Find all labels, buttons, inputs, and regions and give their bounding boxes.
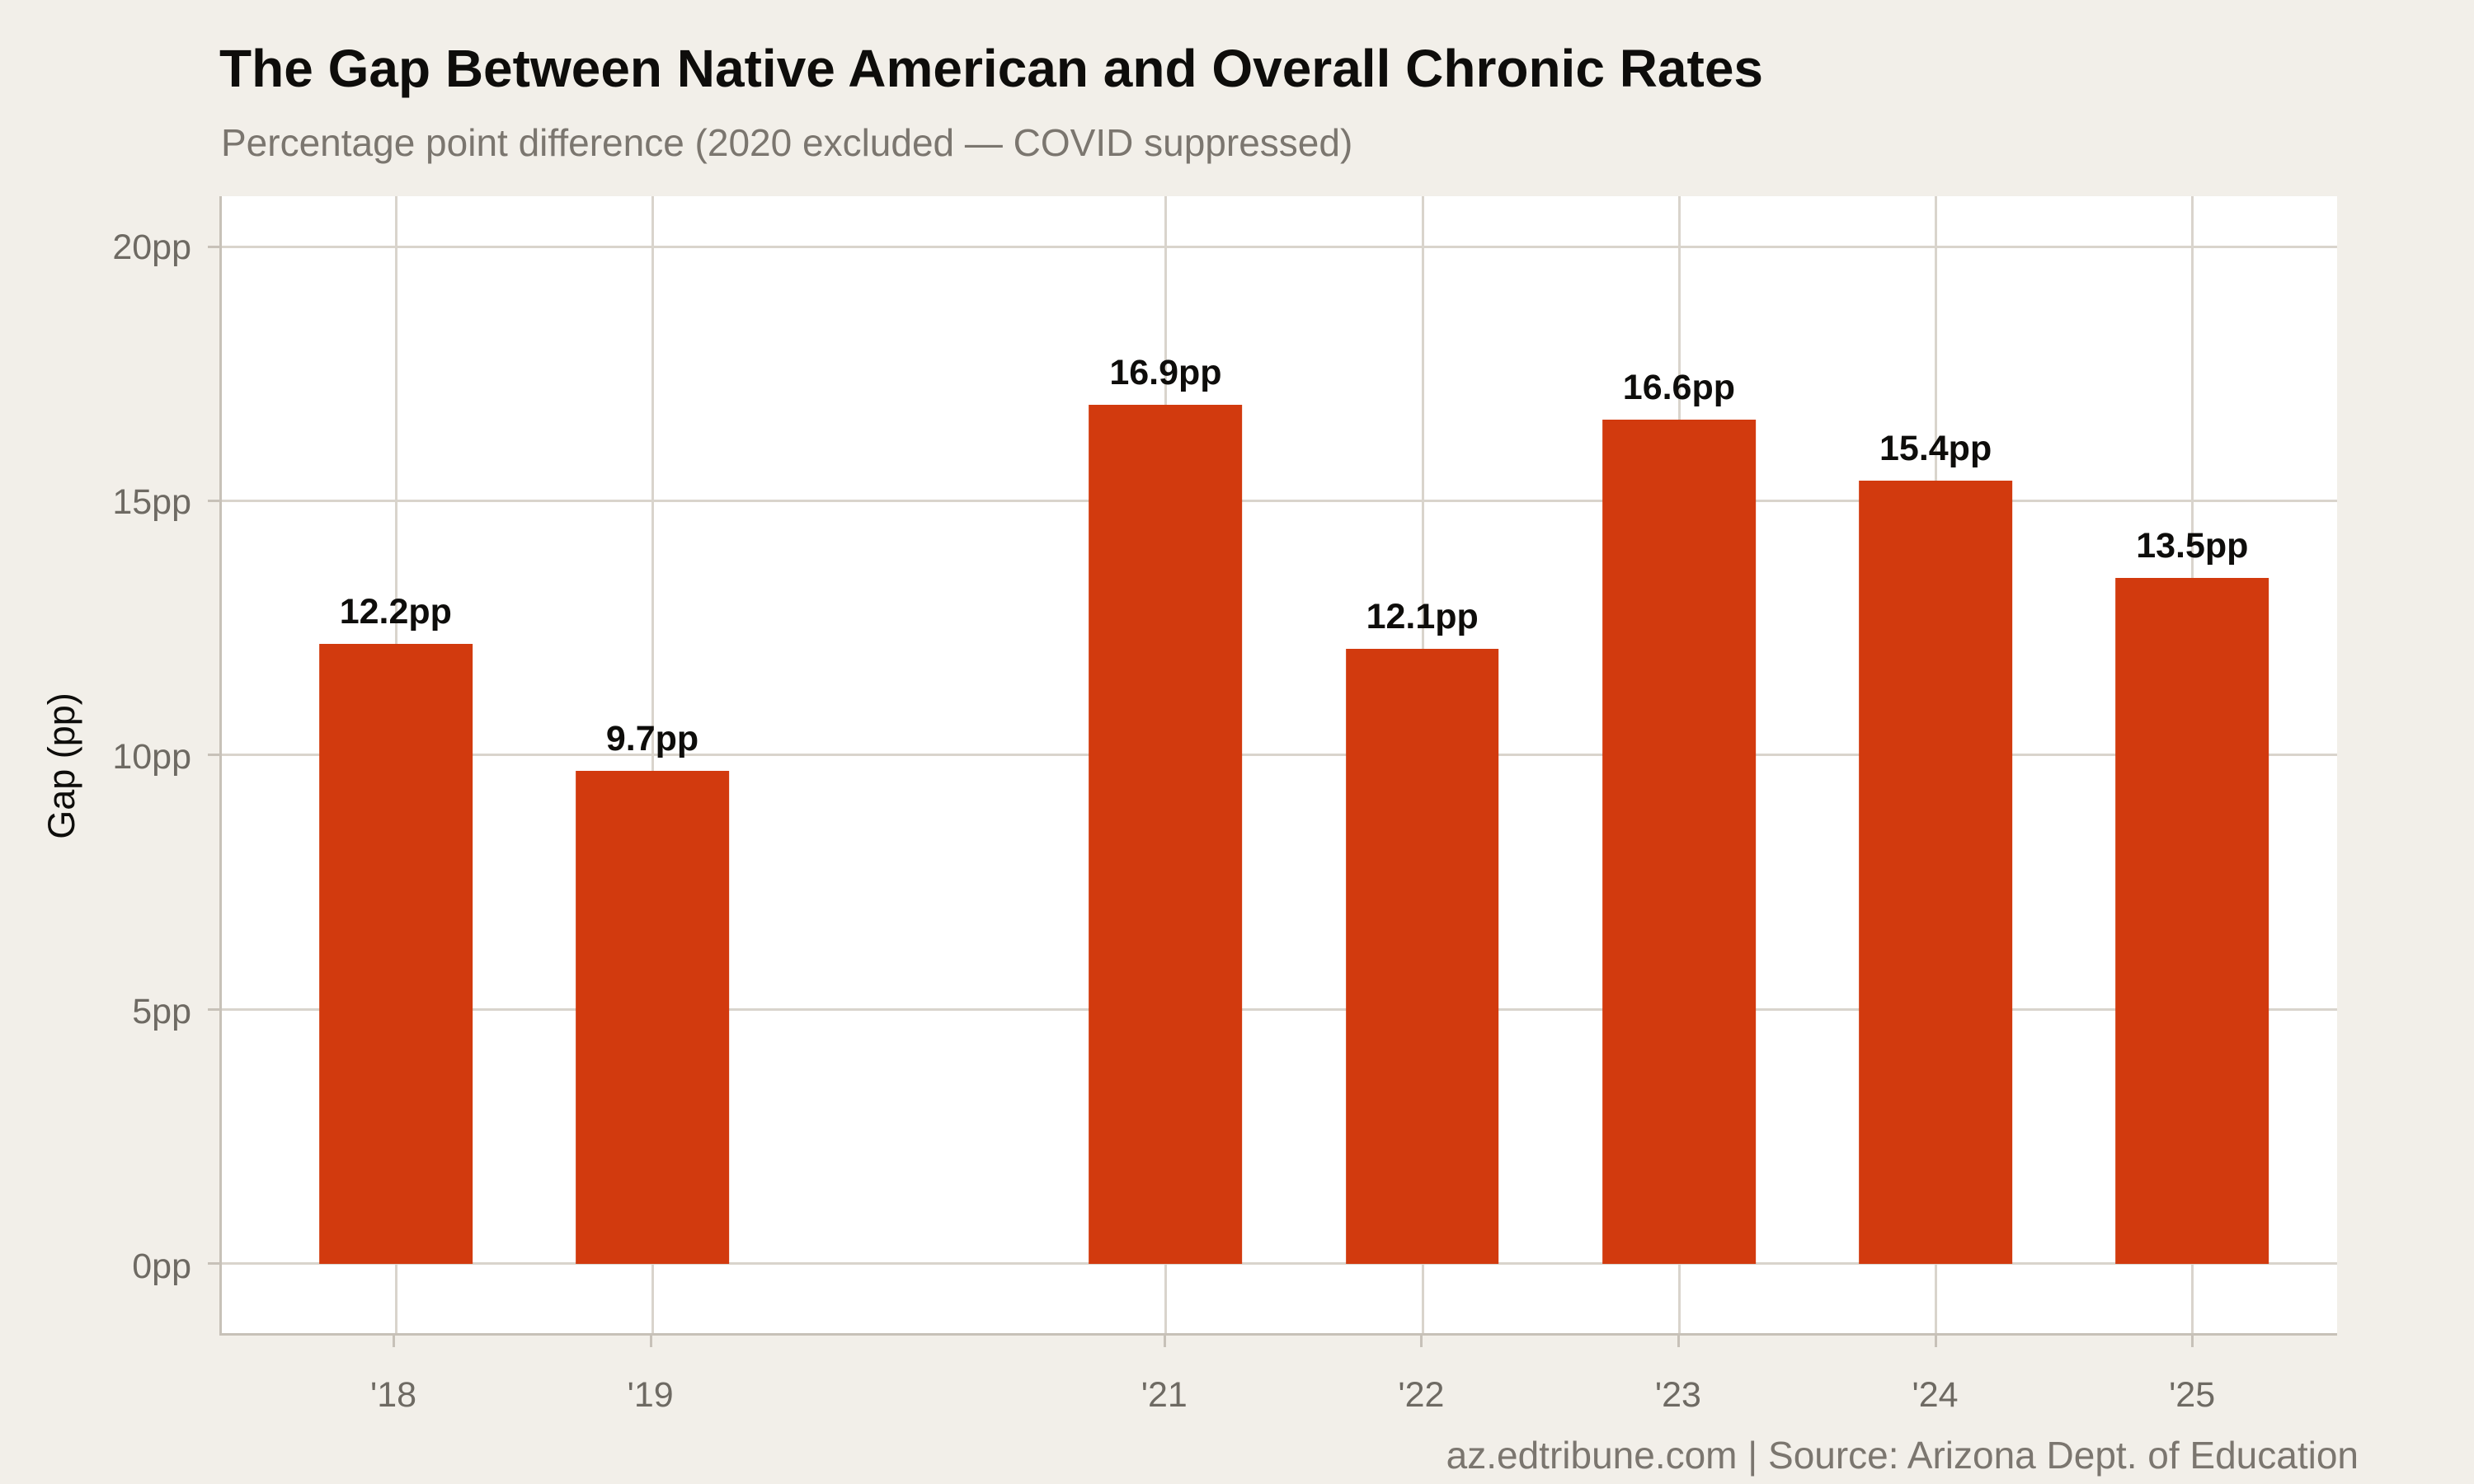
x-tick-label: '25: [2169, 1375, 2216, 1415]
gridline-horizontal: [222, 1262, 2337, 1266]
x-tick-label: '23: [1654, 1375, 1701, 1415]
bar-value-label: 12.1pp: [1366, 596, 1479, 636]
y-tick-label: 20pp: [112, 227, 191, 267]
bar-value-label: 13.5pp: [2136, 525, 2249, 566]
bar: [1859, 481, 2012, 1265]
chart-title: The Gap Between Native American and Over…: [219, 39, 1763, 98]
bar-value-label: 16.9pp: [1109, 352, 1222, 392]
bar: [1345, 648, 1499, 1265]
x-axis-tick: [1934, 1336, 1937, 1347]
bar: [318, 643, 473, 1265]
x-axis-tick: [1420, 1336, 1423, 1347]
x-tick-label: '18: [370, 1375, 417, 1415]
x-axis-tick: [649, 1336, 652, 1347]
x-axis-tick: [393, 1336, 396, 1347]
x-axis-tick: [1163, 1336, 1166, 1347]
x-tick-label: '24: [1912, 1375, 1959, 1415]
y-axis-tick-labels: 0pp 5pp 10pp 15pp 20pp: [0, 196, 191, 1336]
source-credit: az.edtribune.com | Source: Arizona Dept.…: [1446, 1434, 2359, 1477]
y-tick-label: 5pp: [132, 991, 191, 1031]
gridline-horizontal: [222, 500, 2337, 503]
y-tick-label: 15pp: [112, 481, 191, 522]
y-axis-tick: [208, 245, 219, 248]
y-axis-tick: [208, 500, 219, 503]
bar-value-label: 9.7pp: [605, 718, 699, 758]
x-tick-label: '21: [1141, 1375, 1188, 1415]
plot-area: 12.2pp 9.7pp 16.9pp 12.1pp 16.6pp 15.4pp 13.5p…: [208, 196, 2337, 1336]
gridline-horizontal: [222, 754, 2337, 757]
bar: [1602, 420, 1756, 1265]
bar: [2115, 577, 2269, 1265]
gridline-horizontal: [222, 1007, 2337, 1011]
y-tick-label: 0pp: [132, 1246, 191, 1286]
bar-value-label: 12.2pp: [339, 591, 452, 632]
bar: [576, 770, 729, 1265]
x-axis-tick: [2191, 1336, 2194, 1347]
x-axis-tick: [1677, 1336, 1680, 1347]
bar-value-label: 15.4pp: [1879, 429, 1992, 469]
x-tick-label: '19: [627, 1375, 674, 1415]
y-tick-label: 10pp: [112, 736, 191, 777]
y-axis-tick: [208, 1007, 219, 1011]
chart-subtitle: Percentage point difference (2020 exclud…: [221, 121, 1353, 164]
gridline-horizontal: [222, 245, 2337, 248]
bar-value-label: 16.6pp: [1622, 368, 1736, 408]
bar: [1089, 404, 1243, 1265]
gridline-vertical: [651, 196, 655, 1333]
x-axis: '18 '19 '21 '22 '23 '24 '25: [219, 1336, 2337, 1435]
y-axis-tick: [208, 754, 219, 757]
y-axis-tick: [208, 1262, 219, 1266]
x-tick-label: '22: [1398, 1375, 1445, 1415]
